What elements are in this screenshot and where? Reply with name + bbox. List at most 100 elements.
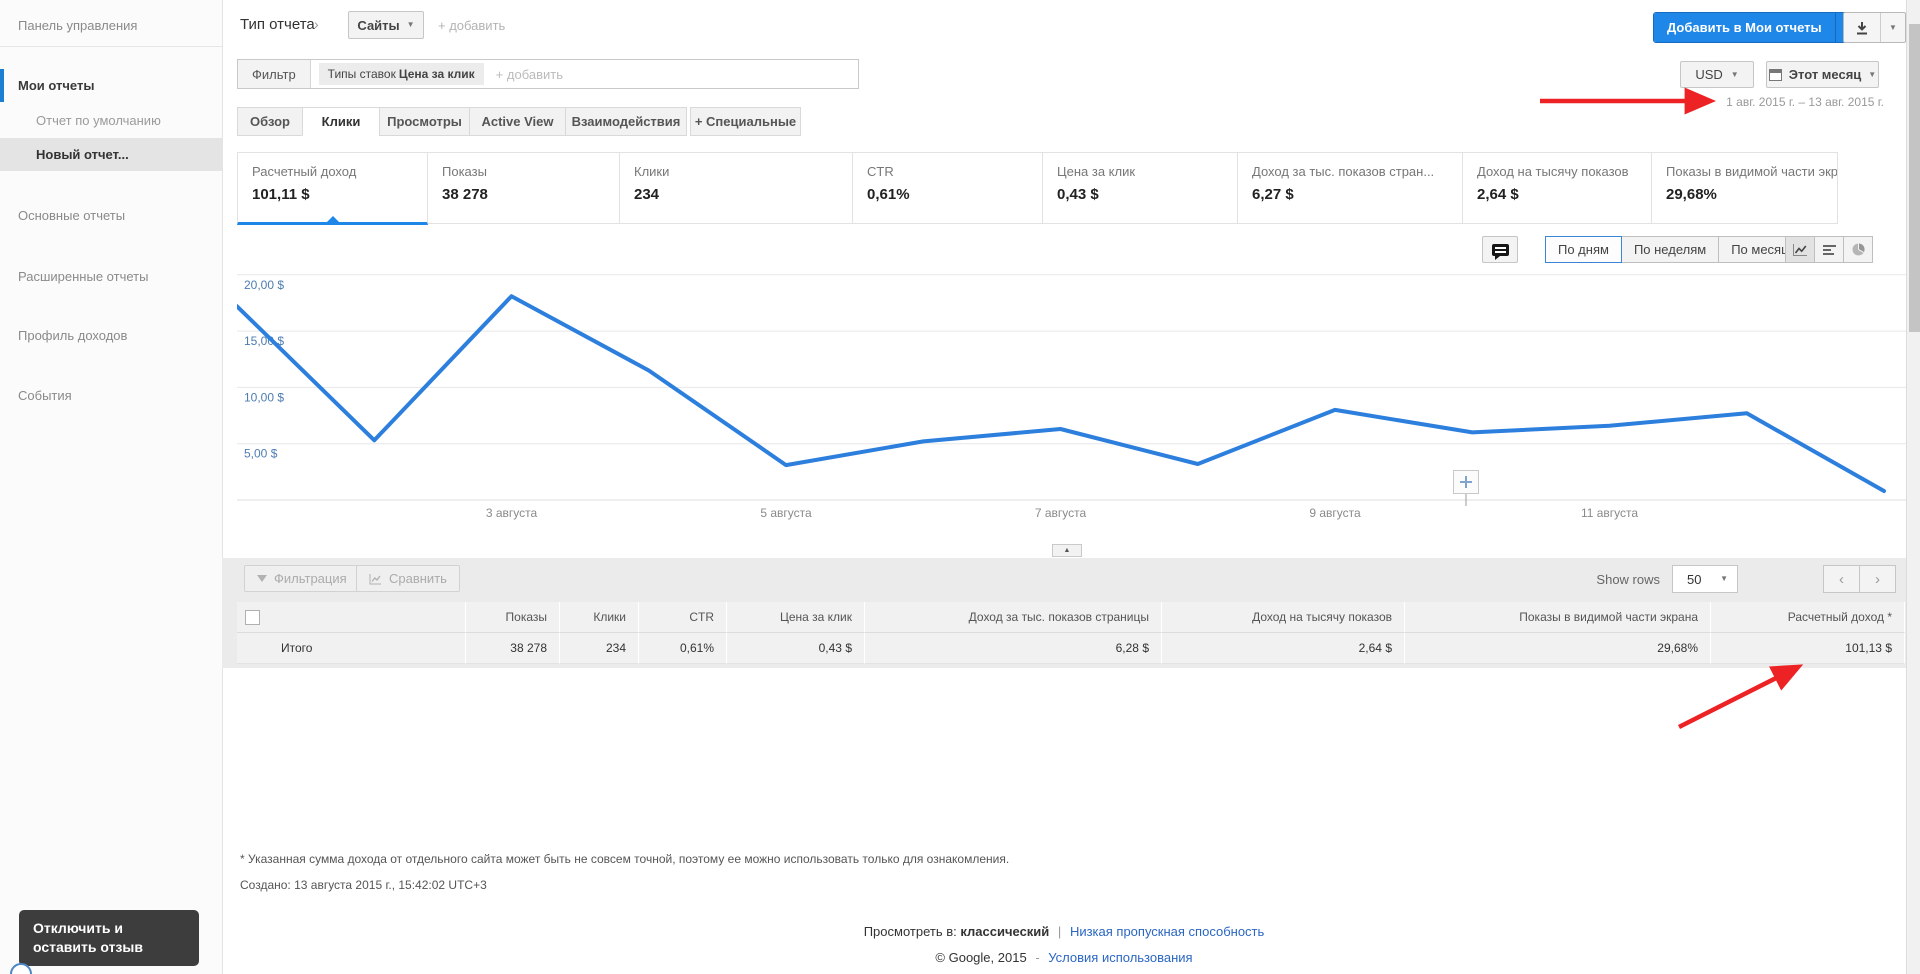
tab-label: + Специальные — [694, 114, 797, 129]
annotations-button[interactable] — [1482, 236, 1518, 263]
tab-label: Взаимодействия — [571, 114, 681, 129]
download-menu-arrow[interactable]: ▼ — [1880, 13, 1905, 42]
feedback-button[interactable]: Отключить и оставить отзыв — [19, 910, 199, 966]
previous-page-button[interactable]: ‹ — [1823, 565, 1860, 593]
metric-card-4[interactable]: CTR 0,61% — [853, 153, 1043, 223]
comment-icon — [1491, 243, 1509, 260]
tab-взаимодействия[interactable]: Взаимодействия — [565, 107, 687, 136]
footer-dash: - — [1035, 950, 1040, 965]
total-cell-8: 101,13 $ — [1711, 633, 1905, 664]
tab-клики[interactable]: Клики — [302, 107, 380, 136]
filter-chip-bid-type[interactable]: Типы ставок Цена за клик — [318, 63, 484, 85]
pie-chart-toggle[interactable] — [1843, 236, 1873, 263]
y-axis-label: 10,00 $ — [244, 390, 284, 404]
active-section-indicator — [0, 69, 4, 102]
total-cell-value: 38 278 — [510, 641, 547, 655]
tab--специальные[interactable]: + Специальные — [690, 107, 801, 136]
metric-card-7[interactable]: Доход на тысячу показов 2,64 $ — [1463, 153, 1652, 223]
tab-обзор[interactable]: Обзор — [237, 107, 303, 136]
copyright-text: © Google, 2015 — [935, 950, 1027, 965]
next-page-button[interactable]: › — [1859, 565, 1896, 593]
date-period-dropdown[interactable]: Этот месяц ▼ — [1766, 61, 1879, 88]
chart-zoom-marker[interactable] — [1453, 470, 1479, 507]
metric-cards: Расчетный доход 101,11 $ Показы 38 278 Клики… — [237, 152, 1838, 225]
table-header-row: Показы Клики CTR Цена за клик Доход за тыс. … — [237, 602, 1905, 633]
breadcrumb-separator: › — [314, 16, 319, 32]
sidebar-item-2[interactable]: Мои отчеты — [0, 68, 222, 103]
rows-per-page-select[interactable]: 50 ▼ — [1672, 565, 1738, 593]
currency-dropdown[interactable]: USD ▼ — [1680, 61, 1754, 88]
add-to-my-reports-button[interactable]: Добавить в Мои отчеты ▼ — [1653, 12, 1864, 43]
filter-chip-prefix: Типы ставок — [327, 67, 396, 81]
metric-card-5[interactable]: Цена за клик 0,43 $ — [1043, 153, 1238, 223]
totals-table: Показы Клики CTR Цена за клик Доход за тыс. … — [237, 602, 1905, 664]
metric-label: Показы в видимой части экр... — [1666, 164, 1837, 179]
view-mode-value: классический — [960, 924, 1050, 939]
total-cell-value: 0,61% — [679, 641, 714, 655]
rows-per-page-value: 50 — [1687, 571, 1702, 587]
footer-copyright: © Google, 2015 - Условия использования — [222, 950, 1906, 965]
add-to-my-reports-label: Добавить в Мои отчеты — [1654, 13, 1835, 42]
total-row-label-cell: Итого — [237, 633, 466, 664]
terms-of-use-link[interactable]: Условия использования — [1048, 950, 1193, 965]
table-compare-button[interactable]: Сравнить — [356, 565, 460, 592]
metric-card-1[interactable]: Расчетный доход 101,11 $ — [237, 153, 428, 225]
footer-view-options: Просмотреть в: классический | Низкая про… — [222, 924, 1906, 939]
metric-value: 0,43 $ — [1057, 186, 1099, 203]
table-total-row[interactable]: Итого 38 278 234 0,61% 0,43 $ 6,28 $ 2,64 $ 29,… — [237, 633, 1905, 664]
scrollbar-thumb[interactable] — [1908, 24, 1920, 332]
filter-add-input[interactable] — [493, 65, 858, 83]
line-chart-toggle[interactable] — [1785, 236, 1815, 263]
column-header-label: Доход на тысячу показов — [1252, 610, 1392, 624]
tab-label: Просмотры — [387, 114, 462, 129]
collapse-table-button[interactable]: ▲ — [1052, 544, 1082, 557]
sidebar-item-7[interactable]: Профиль доходов — [0, 318, 222, 352]
tab-просмотры[interactable]: Просмотры — [379, 107, 470, 136]
x-axis-label: 3 августа — [486, 506, 538, 520]
earnings-disclaimer: * Указанная сумма дохода от отдельного с… — [240, 852, 1010, 866]
sidebar-item-3[interactable]: Отчет по умолчанию — [0, 106, 222, 134]
vertical-scrollbar[interactable] — [1906, 0, 1920, 974]
sidebar-item-6[interactable]: Расширенные отчеты — [0, 259, 222, 293]
select-all-checkbox[interactable] — [245, 609, 260, 625]
metric-label: CTR — [867, 164, 894, 179]
granularity-button-1[interactable]: По дням — [1545, 236, 1622, 263]
show-rows-label: Show rows — [1596, 572, 1660, 587]
filter-bar: Фильтр Типы ставок Цена за клик — [237, 59, 859, 89]
metric-label: Доход за тыс. показов стран... — [1252, 164, 1435, 179]
chevron-down-icon: ▼ — [1889, 22, 1897, 32]
total-cell-value: 101,13 $ — [1845, 641, 1892, 655]
sidebar-item-1[interactable]: Панель управления — [0, 8, 222, 42]
table-filter-button[interactable]: Фильтрация — [244, 565, 360, 592]
column-header-select — [237, 602, 466, 633]
granularity-button-2[interactable]: По неделям — [1620, 236, 1720, 263]
download-button[interactable]: ▼ — [1843, 12, 1906, 43]
sidebar-item-5[interactable]: Основные отчеты — [0, 198, 222, 232]
total-cell-2: 234 — [560, 633, 639, 664]
add-report-dimension-link[interactable]: + добавить — [438, 18, 506, 33]
chevron-down-icon: ▼ — [1720, 574, 1728, 583]
total-cell-value: 29,68% — [1657, 641, 1698, 655]
metric-card-3[interactable]: Клики 234 — [620, 153, 853, 223]
metric-value: 29,68% — [1666, 186, 1717, 203]
compare-chart-icon — [369, 573, 381, 584]
sidebar-item-label: Новый отчет... — [36, 147, 129, 162]
tab-label: Клики — [321, 114, 361, 129]
column-header-label: CTR — [689, 610, 714, 624]
bar-chart-toggle[interactable] — [1814, 236, 1844, 263]
filter-chip-value: Цена за клик — [398, 67, 475, 81]
metric-card-8[interactable]: Показы в видимой части экр... 29,68% — [1652, 153, 1838, 223]
sidebar-item-4[interactable]: Новый отчет... — [0, 138, 222, 171]
estimated-earnings-line — [237, 294, 1886, 493]
report-type-dropdown[interactable]: Сайты ▼ — [348, 11, 424, 39]
tab-label: Обзор — [250, 114, 290, 129]
tab-active-view[interactable]: Active View — [469, 107, 566, 136]
column-header-6: Доход на тысячу показов — [1162, 602, 1405, 633]
metric-card-6[interactable]: Доход за тыс. показов стран... 6,27 $ — [1238, 153, 1463, 223]
sidebar-item-8[interactable]: События — [0, 378, 222, 412]
granularity-label: По неделям — [1633, 242, 1707, 257]
help-icon[interactable] — [10, 963, 32, 974]
metric-card-2[interactable]: Показы 38 278 — [428, 153, 620, 223]
low-bandwidth-link[interactable]: Низкая пропускная способность — [1069, 924, 1265, 939]
